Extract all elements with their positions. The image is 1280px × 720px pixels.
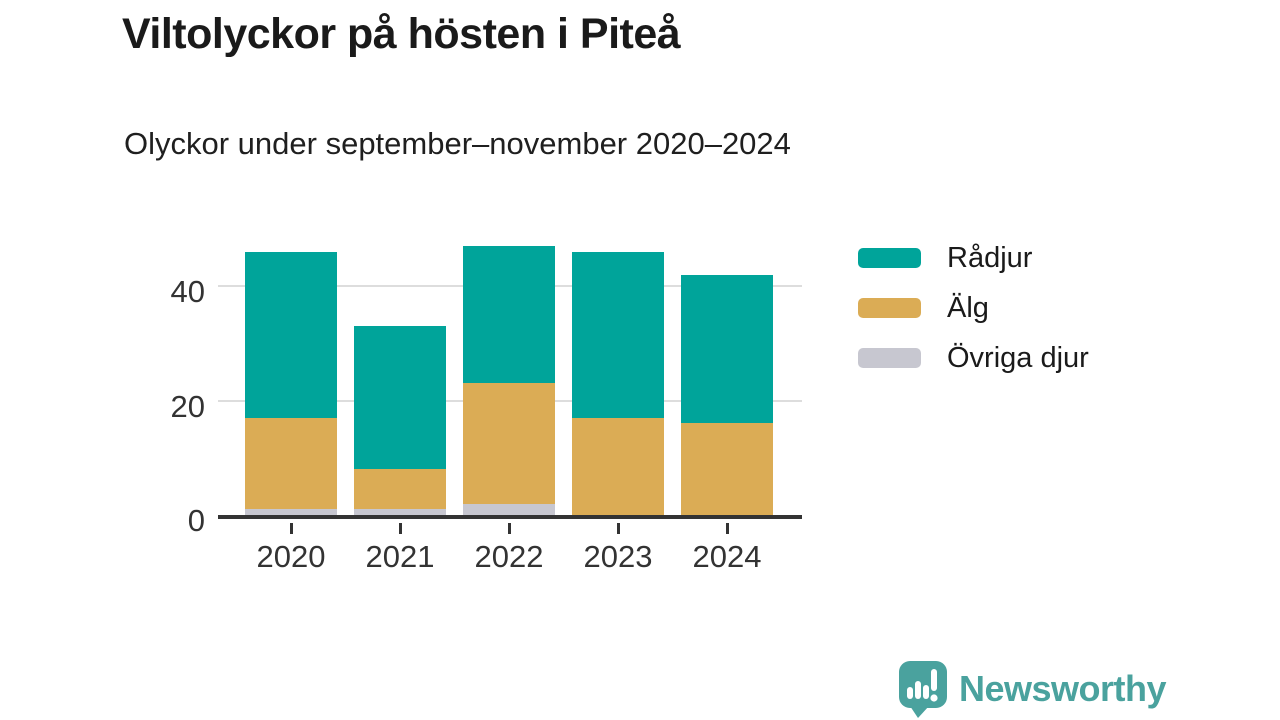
legend-label: Älg bbox=[947, 291, 989, 324]
bar-segment bbox=[354, 509, 446, 515]
bar-segment bbox=[572, 251, 664, 418]
bar-segment bbox=[681, 423, 773, 515]
bar-column-2022 bbox=[463, 246, 555, 515]
brand-logo: Newsworthy bbox=[896, 660, 1167, 718]
bar-column-2021 bbox=[354, 326, 446, 515]
x-axis-tick bbox=[507, 523, 511, 534]
bar-segment bbox=[245, 251, 337, 418]
x-axis-tick-label: 2023 bbox=[583, 539, 653, 574]
y-axis-tick-label: 0 bbox=[187, 503, 205, 538]
x-axis-tick-label: 2022 bbox=[474, 539, 544, 574]
bar-column-2020 bbox=[245, 251, 337, 515]
y-axis-tick-label: 40 bbox=[170, 274, 205, 310]
legend-label: Övriga djur bbox=[947, 341, 1089, 374]
bar-segment bbox=[354, 469, 446, 510]
x-axis-tick bbox=[398, 523, 402, 534]
x-axis-tick bbox=[616, 523, 620, 534]
legend-swatch bbox=[858, 348, 921, 368]
bar-segment bbox=[463, 246, 555, 384]
bar-segment bbox=[681, 274, 773, 424]
x-axis-tick-label: 2024 bbox=[692, 539, 762, 574]
page-subtitle: Olyckor under september–november 2020–20… bbox=[124, 126, 791, 161]
x-axis-tick-label: 2020 bbox=[256, 539, 326, 574]
brand-name: Newsworthy bbox=[959, 668, 1167, 709]
legend-item: Övriga djur bbox=[858, 333, 1089, 383]
bar-segment bbox=[245, 417, 337, 510]
bar-chart-plot-area bbox=[218, 240, 802, 519]
bar-segment bbox=[463, 383, 555, 504]
x-axis-tick-label: 2021 bbox=[365, 539, 435, 574]
legend-label: Rådjur bbox=[947, 241, 1033, 274]
bar-segment bbox=[245, 509, 337, 515]
chart-legend: Rådjur Älg Övriga djur bbox=[858, 233, 1089, 383]
legend-swatch bbox=[858, 298, 921, 318]
legend-item: Rådjur bbox=[858, 233, 1089, 283]
legend-swatch bbox=[858, 248, 921, 268]
speech-bubble-chart-icon bbox=[899, 661, 947, 718]
bar-segment bbox=[463, 503, 555, 515]
legend-item: Älg bbox=[858, 283, 1089, 333]
bar-column-2024 bbox=[681, 274, 773, 515]
bar-column-2023 bbox=[572, 251, 664, 515]
x-axis-tick bbox=[725, 523, 729, 534]
x-axis-tick bbox=[289, 523, 293, 534]
bar-segment bbox=[572, 417, 664, 515]
bar-segment bbox=[354, 326, 446, 470]
y-axis-tick-label: 20 bbox=[170, 388, 205, 424]
page-title: Viltolyckor på hösten i Piteå bbox=[122, 10, 681, 58]
